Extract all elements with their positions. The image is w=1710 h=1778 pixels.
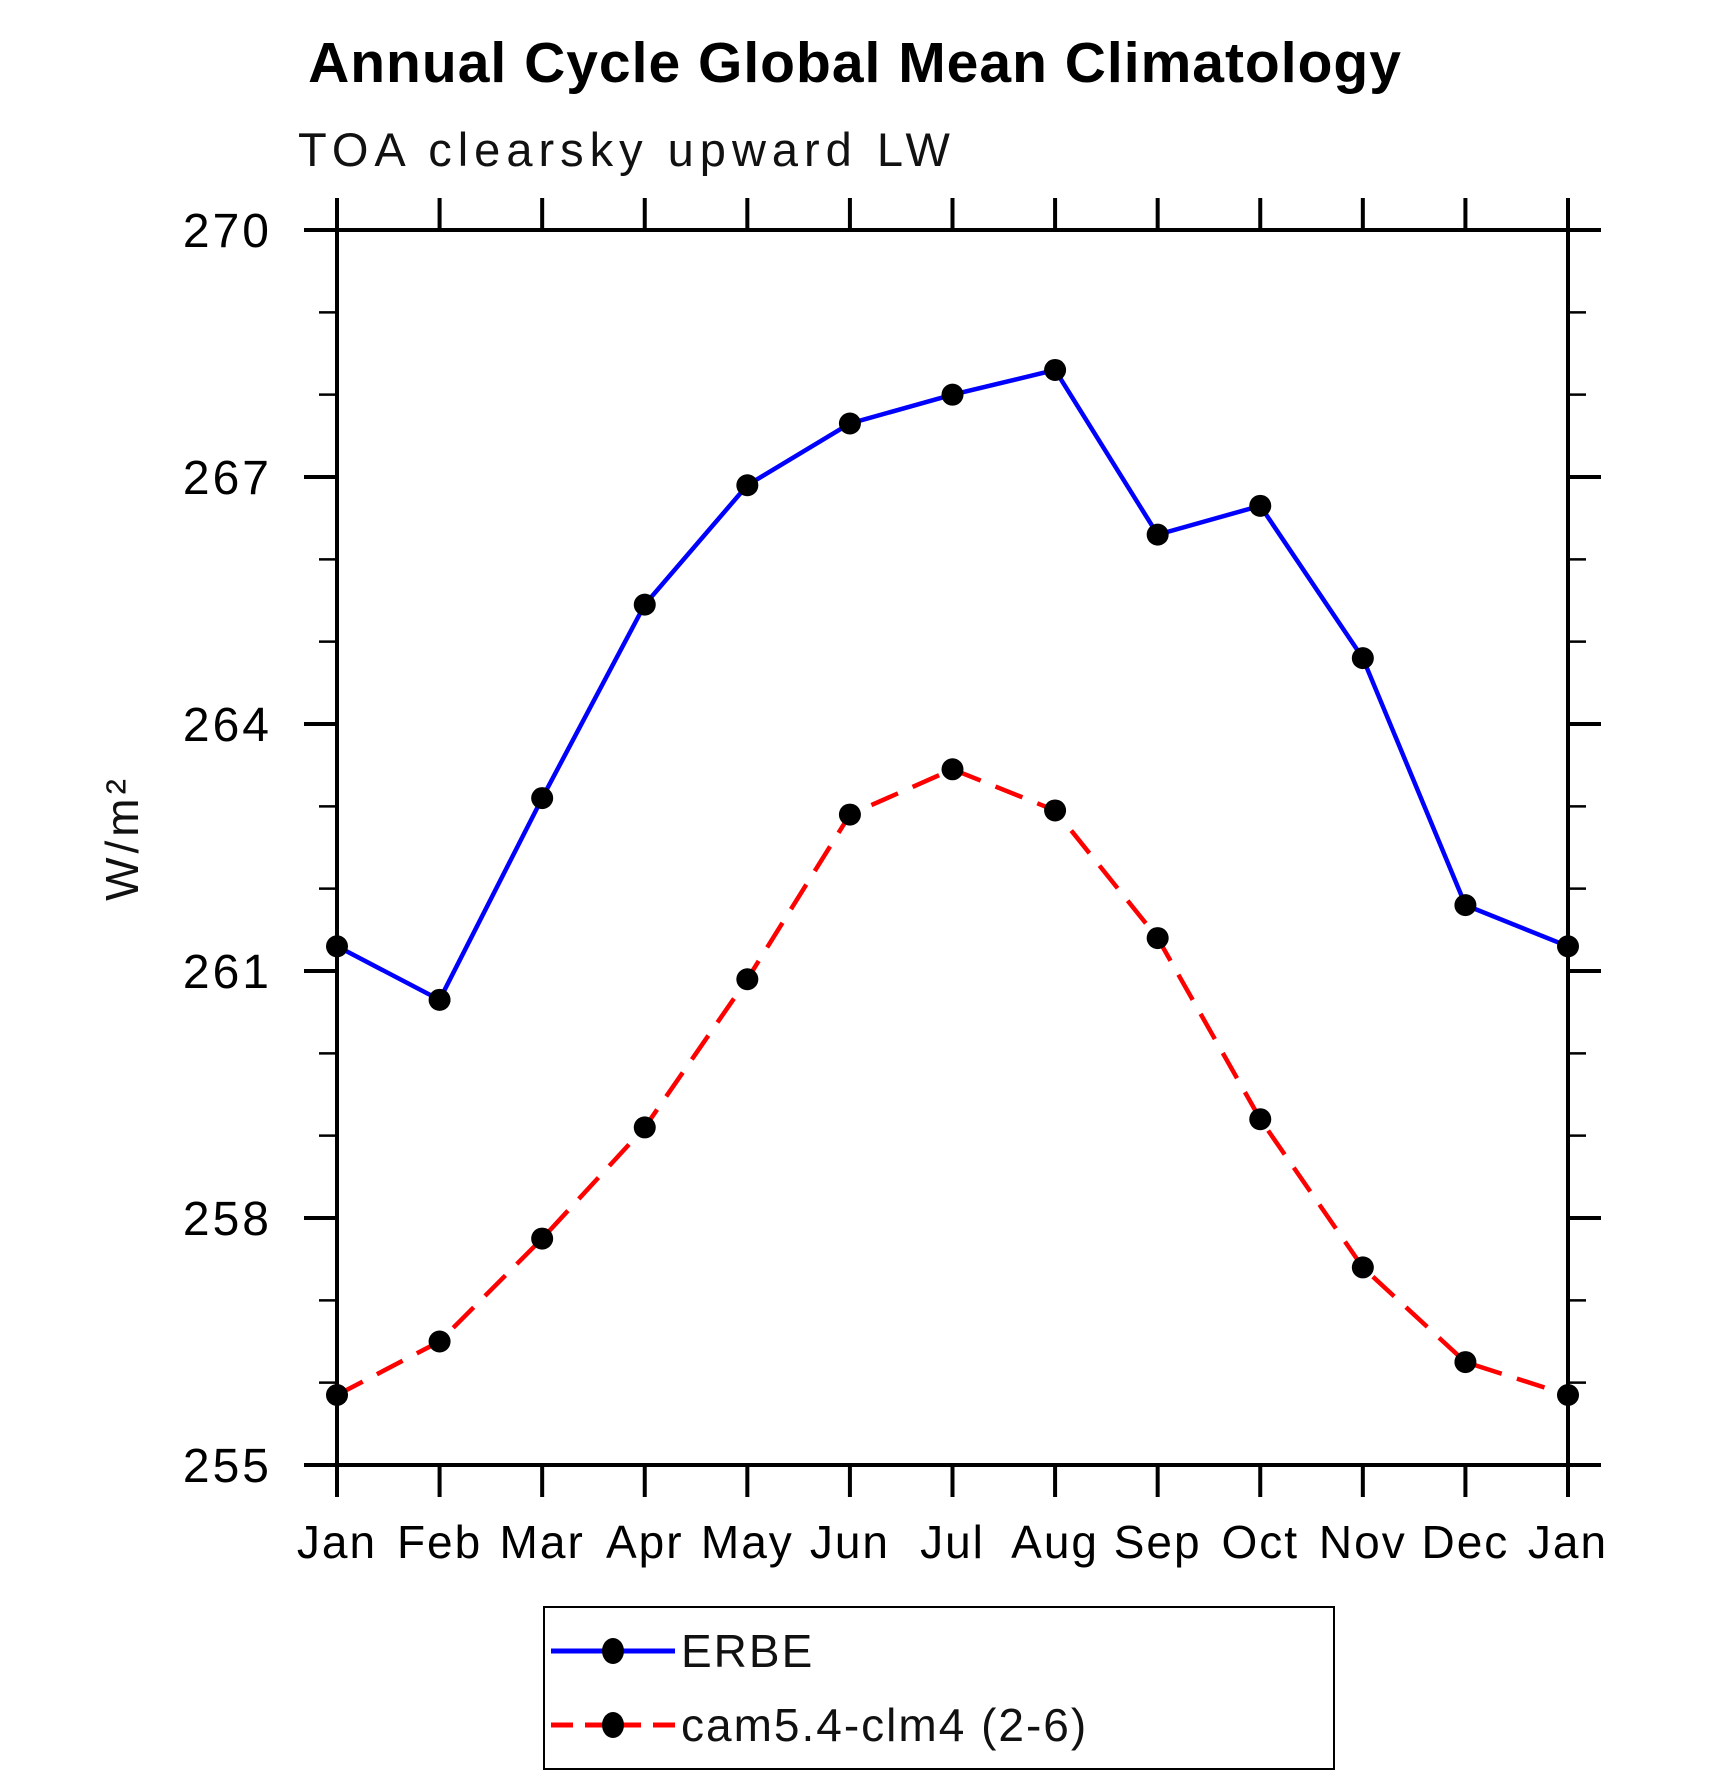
data-point-marker xyxy=(736,474,759,497)
y-tick-label: 267 xyxy=(183,452,272,505)
data-point-marker xyxy=(1351,647,1374,670)
data-point-marker xyxy=(1044,799,1067,822)
data-point-marker xyxy=(1557,935,1579,958)
data-point-marker xyxy=(1146,927,1169,950)
data-point-marker xyxy=(1249,494,1272,517)
x-tick-label: Aug xyxy=(1011,1516,1099,1568)
data-point-marker xyxy=(633,1116,656,1139)
x-tick-label: Jan xyxy=(297,1516,377,1568)
legend-marker xyxy=(602,1637,624,1664)
y-tick-label: 264 xyxy=(183,699,272,752)
data-point-marker xyxy=(1351,1256,1374,1279)
x-tick-label: May xyxy=(701,1516,794,1568)
data-point-marker xyxy=(428,1330,451,1353)
data-point-marker xyxy=(1249,1108,1272,1131)
x-tick-label: Apr xyxy=(606,1516,684,1568)
data-point-marker xyxy=(633,593,656,616)
y-tick-label: 270 xyxy=(183,205,272,258)
data-point-marker xyxy=(1044,358,1067,381)
data-point-marker xyxy=(326,1384,348,1407)
legend: ERBE cam5.4-clm4 (2-6) xyxy=(543,1606,1335,1770)
data-point-marker xyxy=(326,935,348,958)
x-tick-label: Sep xyxy=(1114,1516,1202,1568)
x-tick-label: Feb xyxy=(397,1516,482,1568)
legend-item-cam5-4-clm4-2-6-: cam5.4-clm4 (2-6) xyxy=(549,1693,1333,1757)
legend-line-sample xyxy=(551,1712,675,1739)
x-tick-label: Dec xyxy=(1422,1516,1510,1568)
data-point-marker xyxy=(428,988,451,1011)
x-tick-label: Nov xyxy=(1319,1516,1407,1568)
y-tick-label: 258 xyxy=(183,1193,272,1246)
x-tick-label: Jan xyxy=(1528,1516,1608,1568)
y-tick-label: 261 xyxy=(183,946,272,999)
data-point-marker xyxy=(1146,523,1169,546)
legend-label: ERBE xyxy=(681,1624,815,1677)
x-tick-label: Jul xyxy=(920,1516,985,1568)
x-tick-label: Jun xyxy=(810,1516,890,1568)
data-point-marker xyxy=(531,787,554,810)
legend-line-sample xyxy=(551,1637,675,1664)
data-point-marker xyxy=(736,968,759,991)
legend-marker xyxy=(602,1712,624,1739)
data-point-marker xyxy=(1454,894,1477,917)
chart-subtitle: TOA clearsky upward LW xyxy=(298,123,956,176)
data-point-marker xyxy=(941,383,964,406)
x-tick-label: Oct xyxy=(1221,1516,1299,1568)
data-point-marker xyxy=(1454,1351,1477,1374)
chart-title: Annual Cycle Global Mean Climatology xyxy=(308,31,1402,95)
x-tick-label: Mar xyxy=(500,1516,585,1568)
series-line-cam5-4-clm4-2-6- xyxy=(335,766,1569,1398)
data-point-marker xyxy=(838,412,861,435)
axis-frame xyxy=(335,228,1570,1467)
data-point-marker xyxy=(941,758,964,781)
data-point-marker xyxy=(1557,1384,1579,1407)
data-point-marker xyxy=(838,803,861,826)
legend-item-erbe: ERBE xyxy=(549,1619,1333,1683)
series-line-erbe xyxy=(335,367,1569,1003)
legend-label: cam5.4-clm4 (2-6) xyxy=(681,1699,1089,1752)
data-point-marker xyxy=(531,1227,554,1250)
y-tick-label: 255 xyxy=(183,1440,272,1493)
